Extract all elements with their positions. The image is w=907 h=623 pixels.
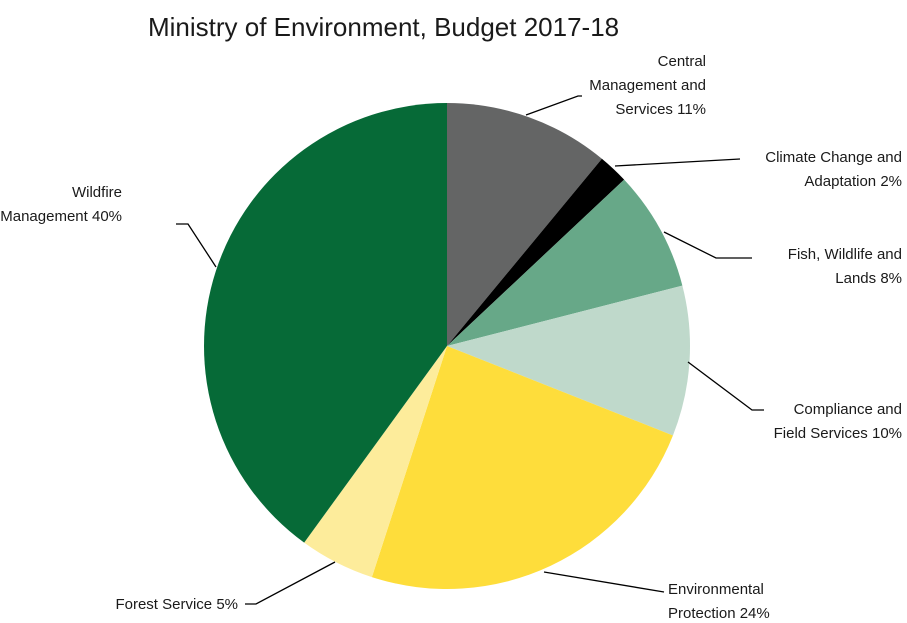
slice-label-line: Wildfire [72, 184, 122, 201]
slice-label-line: Fish, Wildlife and [788, 246, 902, 263]
slice-label-line: Compliance and [794, 401, 902, 418]
leader-line [614, 158, 741, 167]
pie-slice [447, 103, 602, 346]
leader-line [245, 561, 336, 605]
slice-label-line: Forest Service 5% [115, 596, 238, 613]
leader-line [525, 95, 582, 116]
pie-slice [447, 285, 691, 436]
pie-slice [447, 179, 683, 346]
chart-title: Ministry of Environment, Budget 2017-18 [148, 12, 619, 42]
leader-line [176, 223, 217, 268]
slice-label: Climate Change and Adaptation 2% [765, 149, 902, 190]
pie-slice [204, 103, 447, 543]
slice-label: Forest Service 5% [115, 596, 238, 613]
slice-label-line: Lands 8% [835, 270, 902, 287]
slice-label-line: Field Services 10% [774, 425, 902, 442]
leader-line [663, 231, 752, 259]
slice-label-line: Environmental [668, 581, 764, 598]
slice-label-line: Adaptation 2% [804, 173, 902, 190]
slice-label: Fish, Wildlife and Lands 8% [788, 246, 902, 287]
slice-labels: Central Management and Services 11% Climate… [0, 53, 902, 622]
slice-label: Environmental Protection 24% [668, 581, 770, 622]
slice-label: Wildfire Management 40% [0, 184, 122, 225]
slice-label-line: Climate Change and [765, 149, 902, 166]
slice-label: Compliance and Field Services 10% [774, 401, 902, 442]
slice-label-line: Management 40% [0, 208, 122, 225]
pie-slice [447, 158, 625, 346]
slice-label-line: Protection 24% [668, 605, 770, 622]
leader-line [543, 571, 665, 593]
leader-lines [176, 95, 764, 605]
pie-slice [304, 346, 447, 578]
slice-label: Central Management and Services 11% [589, 53, 706, 118]
slice-label-line: Management and [589, 77, 706, 94]
pie-slices [204, 103, 691, 590]
pie-slice [371, 346, 673, 590]
slice-label-line: Services 11% [615, 101, 706, 118]
slice-label-line: Central [658, 53, 706, 70]
leader-line [687, 361, 764, 411]
